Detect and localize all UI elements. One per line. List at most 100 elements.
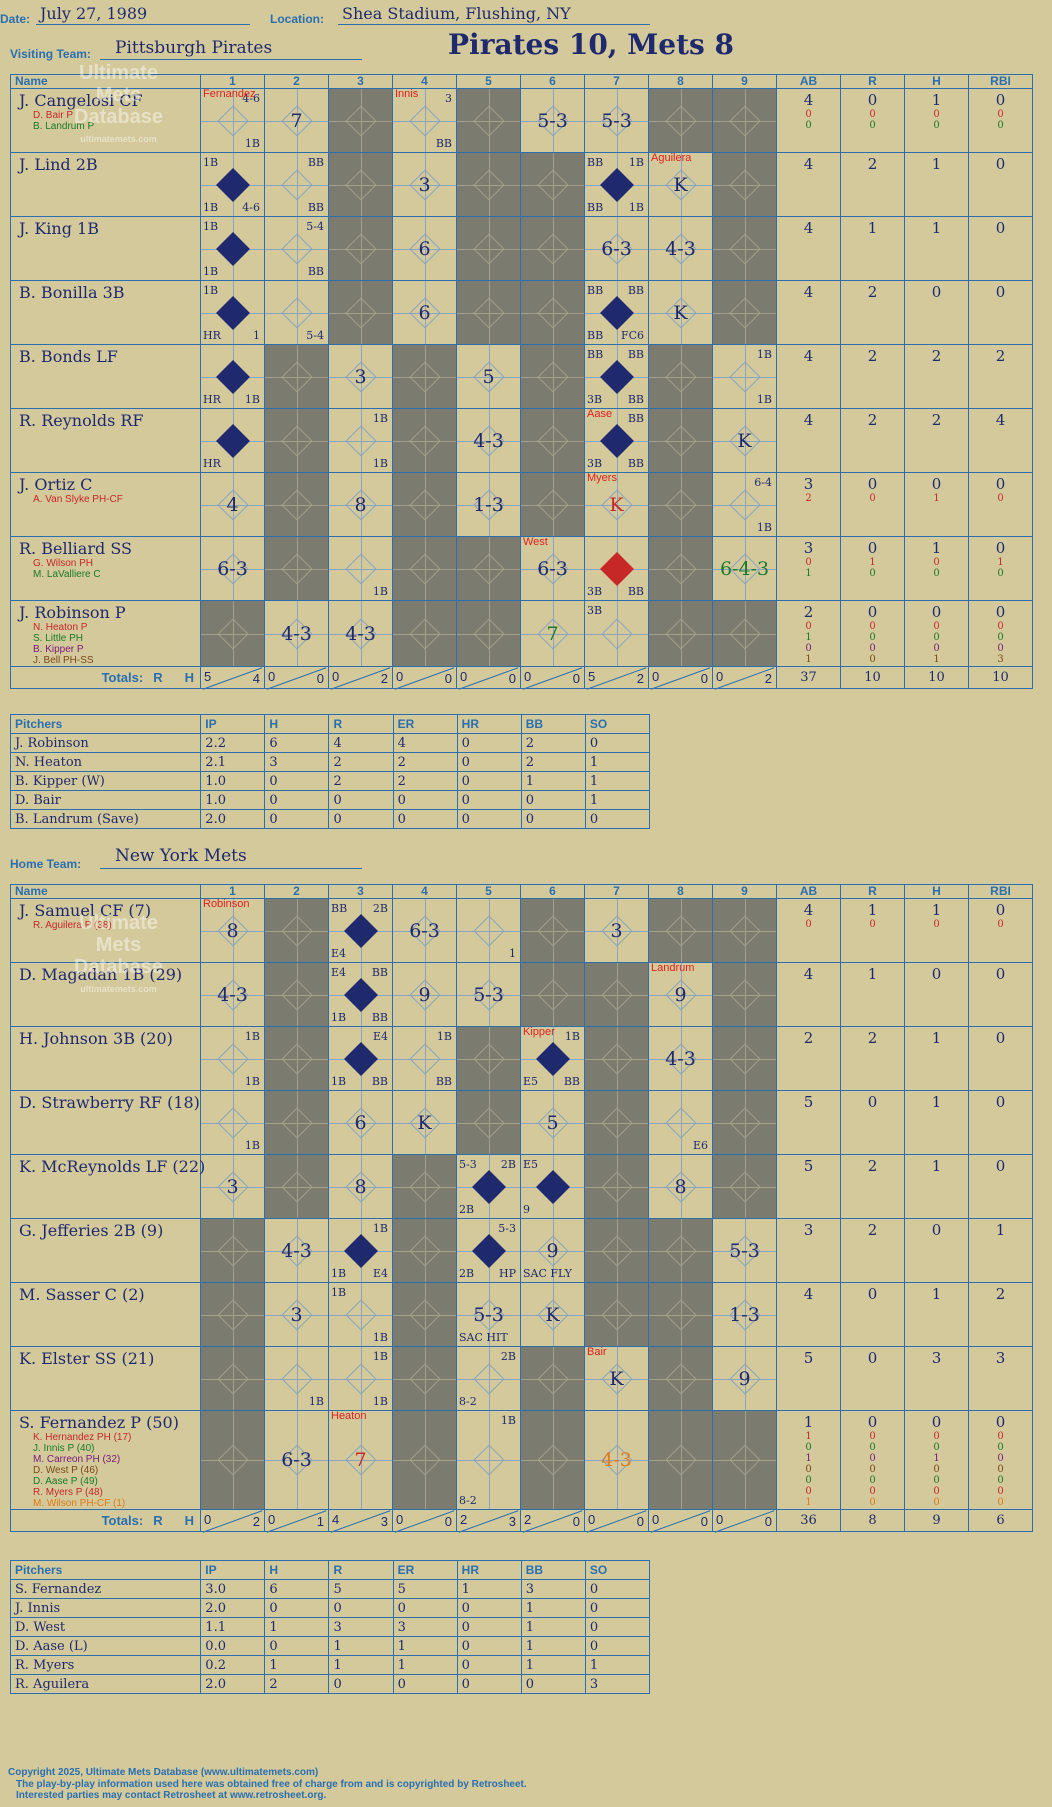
inning-runs: 0 — [396, 1512, 404, 1527]
stat-value: 2 — [995, 1285, 1006, 1303]
batter-stat-ab: 4 — [776, 344, 841, 409]
inning-header-1: 1 — [200, 74, 265, 89]
stat-value: 1 — [805, 632, 812, 643]
at-bat-cell — [456, 88, 521, 153]
at-bat-cell: 9 Landrum — [648, 962, 713, 1027]
at-bat-cell: 6-3 West — [520, 536, 585, 601]
diamond-guide-horizontal — [329, 248, 392, 250]
play-result: 5-3 — [537, 109, 568, 132]
diamond-icon — [536, 424, 569, 457]
diamond-guide-horizontal — [201, 633, 264, 635]
run-scored-diamond — [215, 231, 250, 266]
at-bat-cell — [520, 472, 585, 537]
pitcher-row: B. Landrum (Save) 2.0 0 0 0 0 0 0 — [9, 809, 651, 829]
at-bat-cell: 5-3 SAC HIT — [456, 1282, 521, 1347]
diamond-icon — [536, 360, 569, 393]
diamond-guide-horizontal — [649, 504, 712, 506]
diamond-guide-horizontal — [329, 440, 392, 442]
diamond-guide-horizontal — [649, 568, 712, 570]
stat-value: 0 — [869, 1431, 876, 1442]
batter-stat-h: 0 — [904, 1218, 969, 1283]
diamond-guide-horizontal — [393, 568, 456, 570]
diamond-guide-horizontal — [265, 1378, 328, 1380]
stat-value: 2 — [867, 155, 878, 173]
diamond-icon — [216, 104, 249, 137]
stat-value: 2 — [867, 1221, 878, 1239]
inning-header-5: 5 — [456, 74, 521, 89]
at-bat-cell: E6 — [648, 1090, 713, 1155]
stat-value: 0 — [805, 1464, 812, 1475]
diamond-icon — [664, 1444, 697, 1476]
play-result: 1-3 — [473, 493, 504, 516]
stat-value: 0 — [933, 120, 940, 131]
stat-header-r: R — [840, 74, 905, 89]
inning-hits: 0 — [316, 671, 324, 686]
diamond-icon — [408, 1362, 441, 1395]
stat-value: 3 — [931, 1349, 942, 1367]
at-bat-cell — [392, 472, 457, 537]
diamond-guide-horizontal — [265, 120, 328, 122]
at-bat-cell: 3 — [200, 1154, 265, 1219]
batter-stat-rbi: 2 — [968, 1282, 1033, 1347]
stat-value: 1 — [931, 901, 942, 919]
at-bat-cell: 6 — [392, 216, 457, 281]
stat-value: 0 — [805, 1442, 812, 1453]
diamond-icon — [280, 360, 313, 393]
diamond-icon — [600, 1234, 633, 1267]
pitcher-row: R. Myers 0.2 1 1 1 0 1 1 — [9, 1655, 651, 1675]
batter-name-cell: J. King 1B — [10, 216, 201, 281]
pitcher-stat: 0 — [520, 790, 586, 810]
diamond-guide-horizontal — [521, 633, 584, 635]
diamond-icon — [408, 488, 441, 521]
diamond-guide-horizontal — [521, 184, 584, 186]
at-bat-cell: 4-3 — [648, 216, 713, 281]
at-bat-cell: 3 — [392, 152, 457, 217]
visitor-scoresheet: Name 1 2 3 4 5 6 7 8 9 AB R H RBI J. Cangelosi CF D. Ba… — [10, 74, 1033, 690]
diamond-guide-horizontal — [201, 1250, 264, 1252]
substitute-name: M. Carreon PH (32) — [33, 1454, 121, 1465]
pitcher-stat: 1 — [264, 1655, 330, 1675]
stat-value: 0 — [867, 1093, 878, 1111]
batter-row: S. Fernandez P (50) K. Hernandez PH (17) J… — [10, 1410, 1033, 1510]
diamond-guide-horizontal — [457, 1122, 520, 1124]
run-scored-diamond — [599, 295, 634, 330]
base-note: BB — [587, 329, 604, 342]
batter-stat-r: 2 — [840, 1218, 905, 1283]
base-note: 9 — [523, 1203, 530, 1216]
stat-value: 3 — [997, 654, 1004, 665]
footer-copyright: Copyright 2025, Ultimate Mets Database (… — [8, 1767, 319, 1778]
batter-stat-h: 1 — [904, 152, 969, 217]
stat-value: 1 — [933, 1453, 940, 1464]
at-bat-cell — [520, 216, 585, 281]
stat-value: 0 — [933, 568, 940, 579]
at-bat-cell: HR — [200, 408, 265, 473]
stat-value: 0 — [867, 91, 878, 109]
diamond-icon — [408, 1042, 441, 1075]
at-bat-cell — [520, 408, 585, 473]
stat-header-h: H — [904, 74, 969, 89]
base-note: 2B — [500, 1350, 516, 1363]
at-bat-cell: 3B — [584, 600, 649, 667]
pitching-header-er: ER — [392, 1560, 458, 1580]
stat-value: 0 — [995, 965, 1006, 983]
diamond-guide-horizontal — [521, 248, 584, 250]
diamond-guide-horizontal — [521, 1122, 584, 1124]
batter-stat-h: 2 — [904, 408, 969, 473]
base-note: 2B — [500, 1158, 516, 1171]
pitcher-name: S. Fernandez — [9, 1579, 202, 1599]
pitcher-stat: 0 — [584, 733, 651, 753]
pitcher-stat: 0 — [328, 1674, 394, 1694]
inning-hits: 3 — [380, 1514, 388, 1529]
diamond-guide-horizontal — [713, 1186, 776, 1188]
base-note: HP — [499, 1267, 516, 1280]
run-scored-diamond — [599, 359, 634, 394]
stat-value: 2 — [867, 411, 878, 429]
base-note: 1B — [372, 1350, 388, 1363]
batter-row: G. Jefferies 2B (9) 4-3 1B 1B E4 5-3 2B HP 9 SAC … — [10, 1218, 1033, 1283]
base-note: BB — [371, 1075, 388, 1088]
at-bat-cell — [648, 88, 713, 153]
inning-runs: 0 — [716, 1512, 724, 1527]
